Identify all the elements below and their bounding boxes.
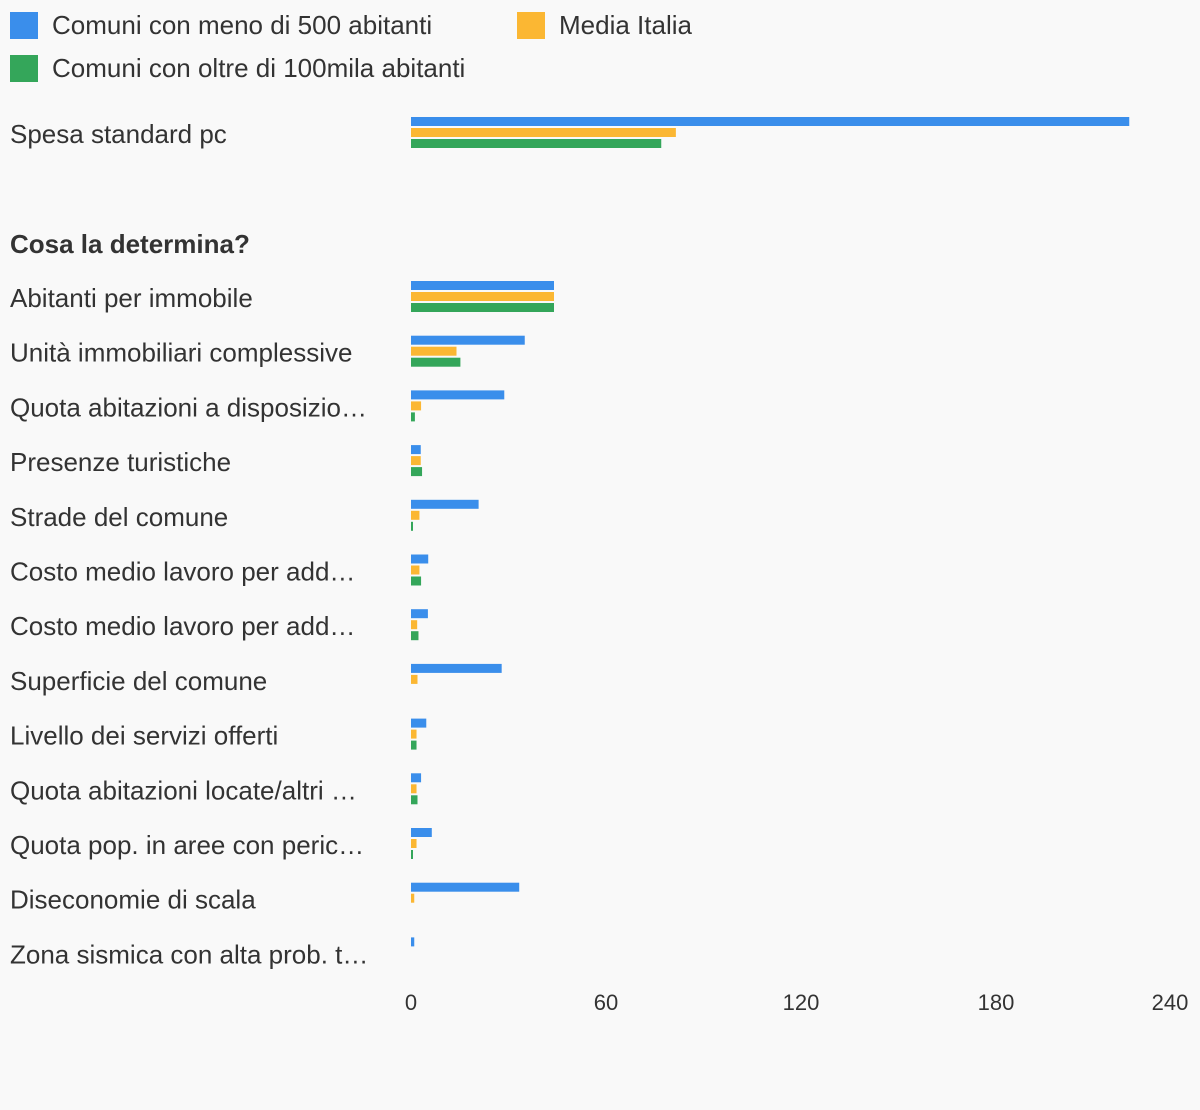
bar-series-3	[411, 631, 419, 641]
legend-item-series-1: Comuni con meno di 500 abitanti	[10, 3, 432, 47]
bar-series-1	[411, 554, 429, 564]
category-label: Presenze turistiche	[10, 447, 231, 477]
category-label: Quota pop. in aree con peric…	[10, 830, 364, 860]
section-heading: Cosa la determina?	[10, 229, 250, 259]
legend-swatch-series-3	[10, 54, 38, 82]
legend-label-series-2: Media Italia	[559, 9, 692, 40]
bar-series-3	[411, 795, 418, 805]
legend-item-series-3: Comuni con oltre di 100mila abitanti	[10, 46, 465, 90]
x-tick-label: 180	[978, 990, 1015, 1015]
bar-series-1	[411, 663, 502, 673]
category-label: Costo medio lavoro per add…	[10, 557, 355, 587]
bar-series-2	[411, 292, 554, 301]
bar-series-3	[411, 357, 461, 367]
bar-series-2	[411, 128, 676, 137]
category-label: Zona sismica con alta prob. t…	[10, 939, 368, 969]
bar-series-2	[411, 620, 418, 630]
category-label: Quota abitazioni locate/altri …	[10, 775, 357, 805]
legend-swatch-series-1	[10, 11, 38, 39]
bar-series-3	[411, 740, 417, 750]
bar-series-3	[411, 576, 422, 586]
bar-series-2	[411, 784, 417, 794]
bar-series-2	[411, 565, 420, 575]
bar-series-1	[411, 281, 554, 290]
bar-series-1	[411, 718, 427, 728]
bar-series-3	[411, 303, 554, 312]
bar-series-1	[411, 335, 525, 345]
category-label: Quota abitazioni a disposizio…	[10, 392, 367, 422]
bar-series-1	[411, 390, 505, 400]
legend-item-series-2: Media Italia	[517, 3, 692, 47]
x-axis-ticks: 0 60 120 180 240	[405, 990, 1188, 1015]
legend-swatch-series-2	[517, 11, 545, 39]
category-label: Strade del comune	[10, 502, 228, 532]
bar-series-1	[411, 499, 479, 509]
bar-series-2	[411, 729, 417, 739]
bar-series-3	[411, 850, 413, 859]
legend-label-series-3: Comuni con oltre di 100mila abitanti	[52, 52, 466, 83]
bar-series-1	[411, 828, 432, 837]
bar-series-2	[411, 510, 420, 520]
bar-series-1	[411, 937, 415, 947]
bar-series-1	[411, 609, 428, 619]
bar-series-2	[411, 893, 415, 903]
category-labels: Spesa standard pc Abitanti per immobile Un…	[10, 119, 368, 969]
bar-series-1	[411, 445, 421, 455]
bar-series-3	[411, 521, 413, 531]
category-label: Superficie del comune	[10, 666, 267, 696]
bar-series-2	[411, 839, 417, 848]
bar-series-1	[411, 882, 520, 892]
bar-series-3	[411, 412, 415, 422]
x-tick-label: 60	[594, 990, 618, 1015]
bar-series-3	[411, 139, 662, 148]
category-label: Costo medio lavoro per add…	[10, 611, 355, 641]
bar-series-2	[411, 674, 418, 684]
category-label: Livello dei servizi offerti	[10, 721, 278, 751]
category-label: Diseconomie di scala	[10, 885, 256, 915]
chart-legend: Comuni con meno di 500 abitanti Media It…	[10, 0, 770, 95]
bars	[411, 117, 1130, 947]
bar-series-2	[411, 346, 457, 356]
bar-series-2	[411, 401, 422, 411]
bar-series-1	[411, 773, 422, 783]
x-tick-label: 240	[1152, 990, 1189, 1015]
bar-series-1	[411, 117, 1130, 126]
bar-series-3	[411, 467, 423, 477]
x-tick-label: 120	[783, 990, 820, 1015]
category-label: Spesa standard pc	[10, 119, 227, 149]
category-label: Abitanti per immobile	[10, 283, 253, 313]
legend-label-series-1: Comuni con meno di 500 abitanti	[52, 9, 433, 40]
x-tick-label: 0	[405, 990, 417, 1015]
category-label: Unità immobiliari complessive	[10, 338, 352, 368]
bar-series-2	[411, 456, 421, 466]
